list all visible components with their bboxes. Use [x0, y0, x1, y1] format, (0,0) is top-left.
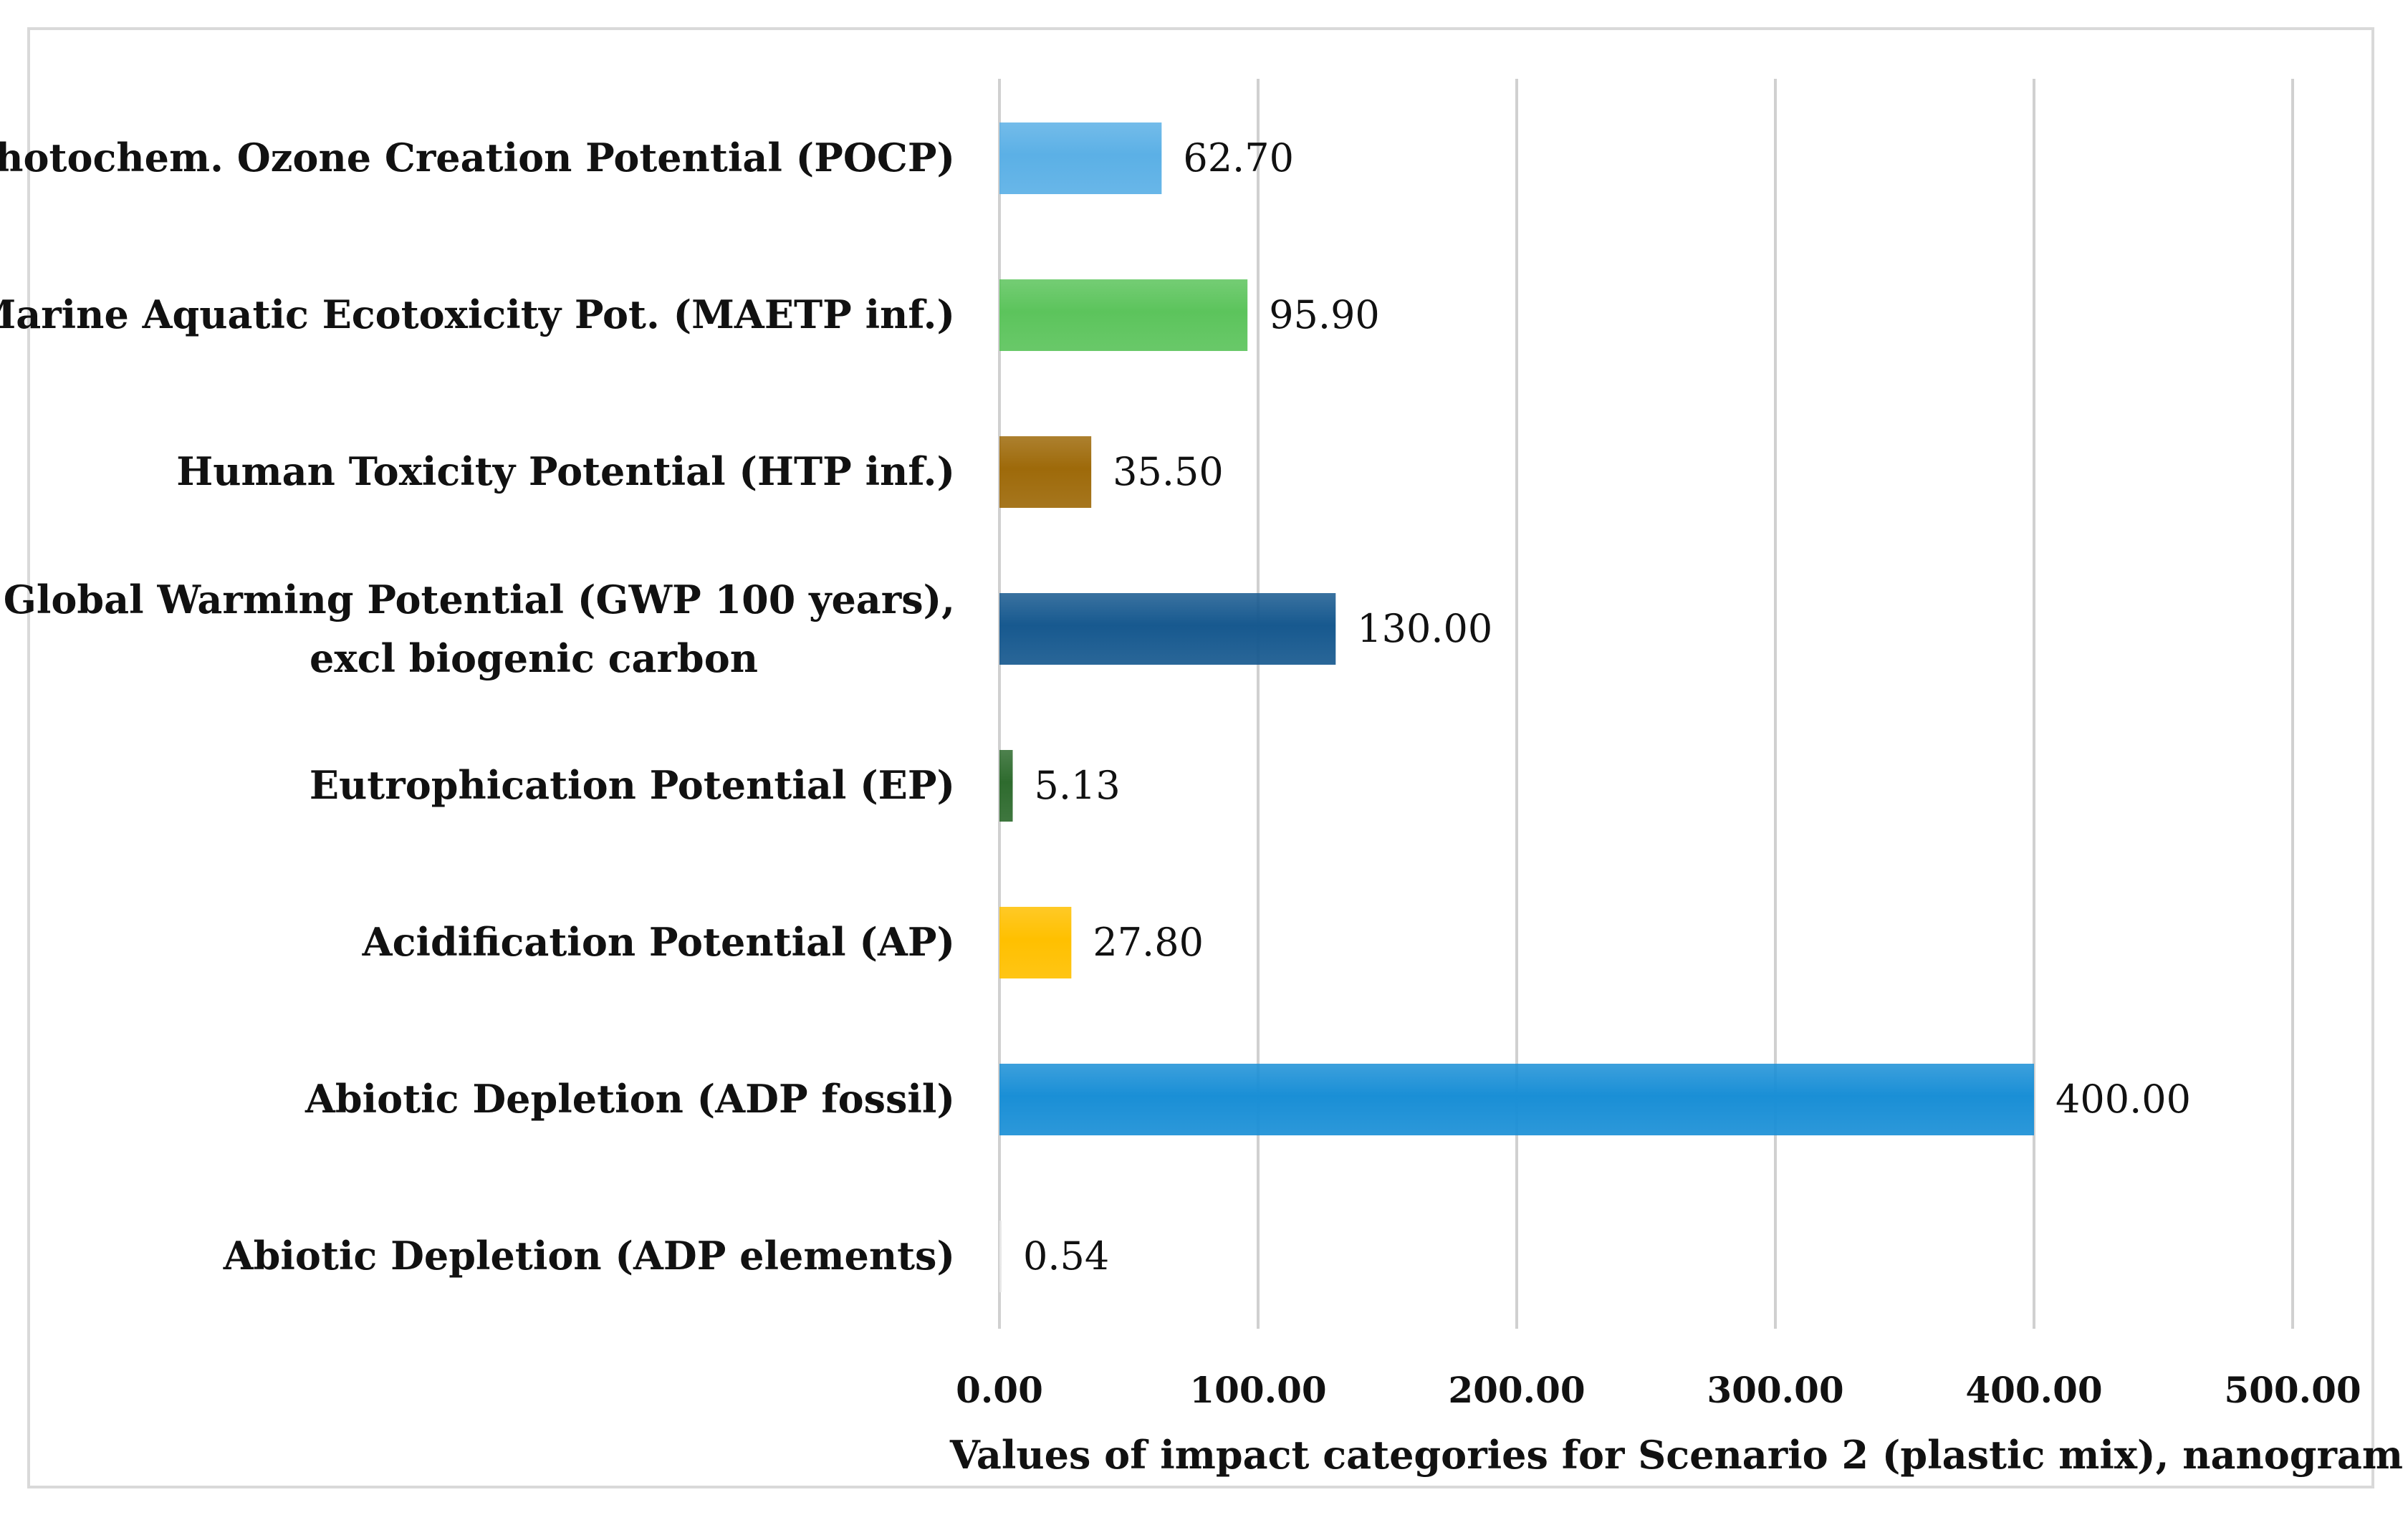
- x-tick-label: 400.00: [1965, 1369, 2102, 1411]
- x-tick-label: 200.00: [1448, 1369, 1585, 1411]
- category-label: Abiotic Depletion (ADP elements): [223, 1233, 955, 1279]
- category-label: Acidification Potential (AP): [362, 919, 955, 965]
- x-tick-label: 100.00: [1189, 1369, 1326, 1411]
- category-label: Eutrophication Potential (EP): [310, 762, 955, 808]
- category-label: Abiotic Depletion (ADP fossil): [304, 1076, 955, 1122]
- bars: [999, 122, 2034, 1292]
- data-label: 62.70: [1183, 135, 1294, 181]
- x-axis-ticks: 0.00 100.00 200.00 300.00 400.00 500.00: [956, 1369, 2361, 1411]
- bar: [999, 593, 1336, 665]
- bar: [999, 907, 1072, 978]
- bar: [999, 1221, 1002, 1292]
- category-label: Global Warming Potential (GWP 100 years)…: [4, 577, 955, 622]
- x-tick-label: 300.00: [1707, 1369, 1843, 1411]
- bar: [999, 122, 1162, 194]
- category-label: excl biogenic carbon: [310, 635, 758, 681]
- data-label: 5.13: [1035, 763, 1121, 808]
- gridlines: [998, 79, 2294, 1329]
- bar: [999, 436, 1092, 508]
- bar: [999, 1064, 2034, 1135]
- data-label: 27.80: [1093, 920, 1204, 965]
- bar: [999, 750, 1013, 822]
- data-label: 400.00: [2056, 1077, 2191, 1122]
- x-tick-label: 500.00: [2224, 1369, 2361, 1411]
- category-labels: Photochem. Ozone Creation Potential (POC…: [0, 135, 955, 1279]
- category-label: Marine Aquatic Ecotoxicity Pot. (MAETP i…: [0, 292, 955, 337]
- chart-frame: [27, 27, 2374, 1488]
- x-tick-label: 0.00: [956, 1369, 1043, 1411]
- bar: [999, 279, 1248, 351]
- category-label: Human Toxicity Potential (HTP inf.): [176, 448, 955, 494]
- data-label: 35.50: [1113, 449, 1224, 494]
- data-label: 130.00: [1357, 606, 1492, 651]
- x-axis-title: Values of impact categories for Scenario…: [949, 1432, 2403, 1478]
- value-labels: 62.70 95.90 35.50 130.00 5.13 27.80 400.00 0.54: [1023, 135, 2191, 1279]
- category-label: Photochem. Ozone Creation Potential (POC…: [0, 135, 955, 181]
- data-label: 95.90: [1269, 292, 1380, 337]
- data-label: 0.54: [1023, 1233, 1109, 1279]
